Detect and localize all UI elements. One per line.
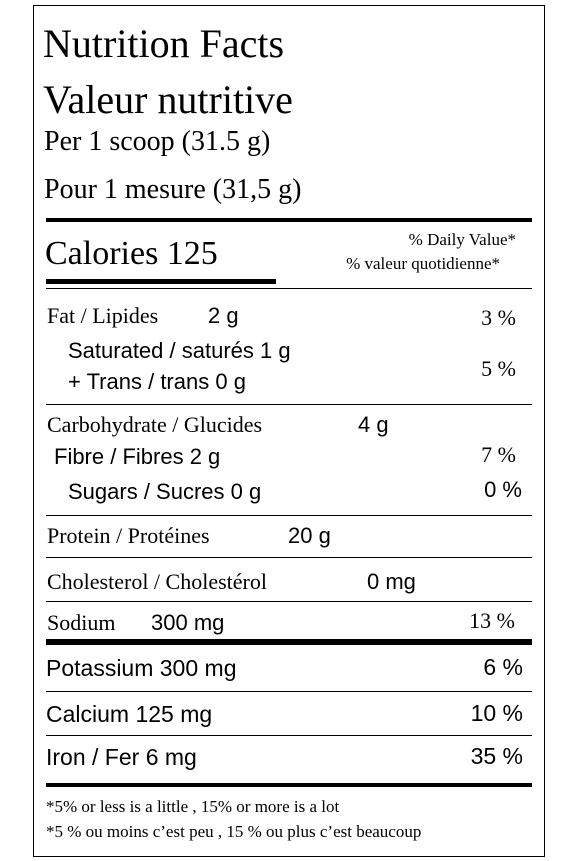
saturated-label: Saturated / saturés 1 g — [68, 338, 291, 363]
sodium-amount: 300 mg — [151, 610, 225, 635]
fibre-dv: 7 % — [481, 442, 516, 467]
calcium-label: Calcium 125 mg — [46, 701, 213, 727]
rule — [46, 691, 532, 692]
fat-amount: 2 g — [208, 303, 239, 328]
sugars-dv: 0 % — [484, 477, 522, 502]
rule — [46, 639, 532, 645]
protein-label: Protein / Protéines — [47, 523, 210, 548]
footnote-en: *5% or less is a little , 15% or more is… — [46, 797, 340, 816]
calories: Calories 125 — [45, 235, 218, 272]
carbohydrate-label: Carbohydrate / Glucides — [47, 412, 263, 437]
title-en: Nutrition Facts — [43, 21, 285, 66]
rule — [46, 515, 532, 516]
rule — [46, 218, 532, 222]
protein-amount: 20 g — [288, 523, 331, 548]
nutrition-label: Nutrition Facts Valeur nutritive Per 1 s… — [33, 5, 545, 857]
sodium-dv: 13 % — [469, 608, 515, 633]
rule — [46, 783, 532, 787]
saturated-dv: 5 % — [481, 356, 516, 381]
cholesterol-label: Cholesterol / Cholestérol — [47, 569, 267, 594]
iron-dv: 35 % — [470, 743, 523, 769]
potassium-dv: 6 % — [483, 654, 523, 680]
cholesterol-amount: 0 mg — [367, 569, 416, 594]
sugars-label: Sugars / Sucres 0 g — [68, 479, 262, 504]
dv-fr: % valeur quotidienne* — [346, 254, 500, 273]
rule — [46, 279, 276, 284]
rule — [46, 601, 532, 602]
trans-label: + Trans / trans 0 g — [68, 369, 246, 394]
serving-fr: Pour 1 mesure (31,5 g) — [44, 174, 302, 205]
iron-label: Iron / Fer 6 mg — [46, 744, 197, 770]
footnote-fr: *5 % ou moins c’est peu , 15 % ou plus c… — [46, 822, 422, 841]
calcium-dv: 10 % — [470, 700, 523, 726]
rule — [46, 735, 532, 736]
rule — [46, 557, 532, 558]
dv-en: % Daily Value* — [408, 230, 516, 249]
sodium-label: Sodium — [47, 610, 116, 635]
rule — [46, 288, 532, 289]
fibre-label: Fibre / Fibres 2 g — [54, 444, 221, 469]
fat-dv: 3 % — [481, 305, 516, 330]
title-fr: Valeur nutritive — [43, 77, 293, 122]
potassium-label: Potassium 300 mg — [46, 655, 237, 681]
carbohydrate-amount: 4 g — [358, 412, 389, 437]
rule — [46, 404, 532, 405]
serving-en: Per 1 scoop (31.5 g) — [44, 126, 271, 157]
fat-label: Fat / Lipides — [47, 303, 159, 328]
